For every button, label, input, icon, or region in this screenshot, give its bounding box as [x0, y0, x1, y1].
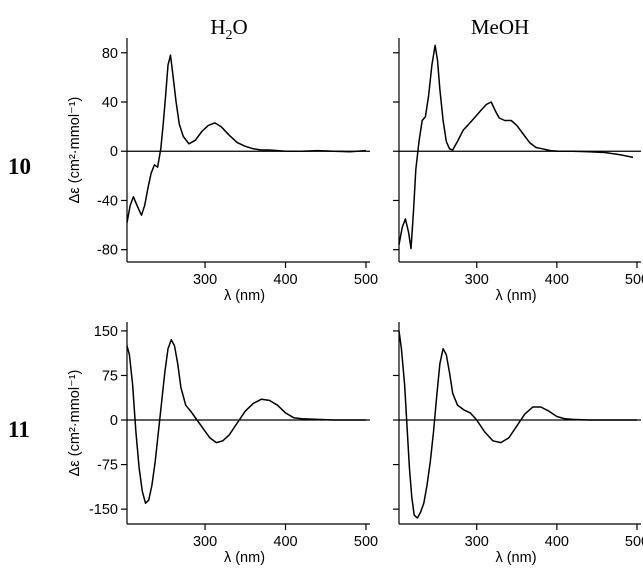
- y-tick-label: 75: [102, 368, 118, 384]
- y-tick-label: -150: [89, 502, 118, 518]
- y-axis-label: Δε (cm²·mmol⁻¹): [67, 370, 83, 477]
- cd-spectrum-line: [398, 330, 637, 519]
- y-tick-label: 40: [102, 95, 118, 111]
- x-tick-label: 500: [354, 272, 378, 288]
- y-tick-label: -80: [97, 243, 118, 259]
- x-tick-label: 300: [465, 534, 489, 550]
- x-tick-label: 300: [193, 272, 217, 288]
- x-tick-label: 400: [273, 272, 297, 288]
- x-tick-label: 400: [545, 272, 569, 288]
- x-tick-label: 300: [193, 534, 217, 550]
- x-tick-label: 400: [545, 534, 569, 550]
- x-tick-label: 500: [625, 272, 643, 288]
- y-tick-label: 0: [110, 413, 118, 429]
- x-axis-label: λ (nm): [495, 288, 536, 304]
- panel-meoh-10: 300 400 500 λ (nm): [393, 38, 643, 304]
- panel-meoh-11: 300 400 500 λ (nm): [393, 322, 643, 566]
- panel-h2o-11: 300 400 500 150 75 0 -75 -150 λ (nm) Δε (cm²·mmol…: [67, 322, 378, 566]
- cd-spectrum-line: [398, 44, 634, 250]
- row-label-compound-11: 11: [8, 417, 30, 442]
- y-tick-label: 80: [102, 46, 118, 62]
- x-axis-label: λ (nm): [224, 550, 265, 566]
- x-tick-label: 500: [625, 534, 643, 550]
- y-tick-label: 0: [110, 144, 118, 160]
- y-tick-label: -40: [97, 193, 118, 209]
- x-tick-label: 500: [354, 534, 378, 550]
- cd-spectrum-line: [126, 54, 367, 223]
- column-title-h2o: H2O: [210, 15, 247, 43]
- y-tick-label: 150: [94, 324, 118, 340]
- row-label-compound-10: 10: [8, 154, 31, 179]
- x-tick-label: 400: [273, 534, 297, 550]
- x-axis-label: λ (nm): [224, 288, 265, 304]
- y-tick-label: -75: [97, 458, 118, 474]
- x-tick-label: 300: [465, 272, 489, 288]
- cd-spectrum-line: [126, 339, 366, 504]
- y-axis-label: Δε (cm²·mmol⁻¹): [67, 97, 83, 204]
- column-title-meoh: MeOH: [471, 15, 529, 39]
- x-axis-label: λ (nm): [495, 550, 536, 566]
